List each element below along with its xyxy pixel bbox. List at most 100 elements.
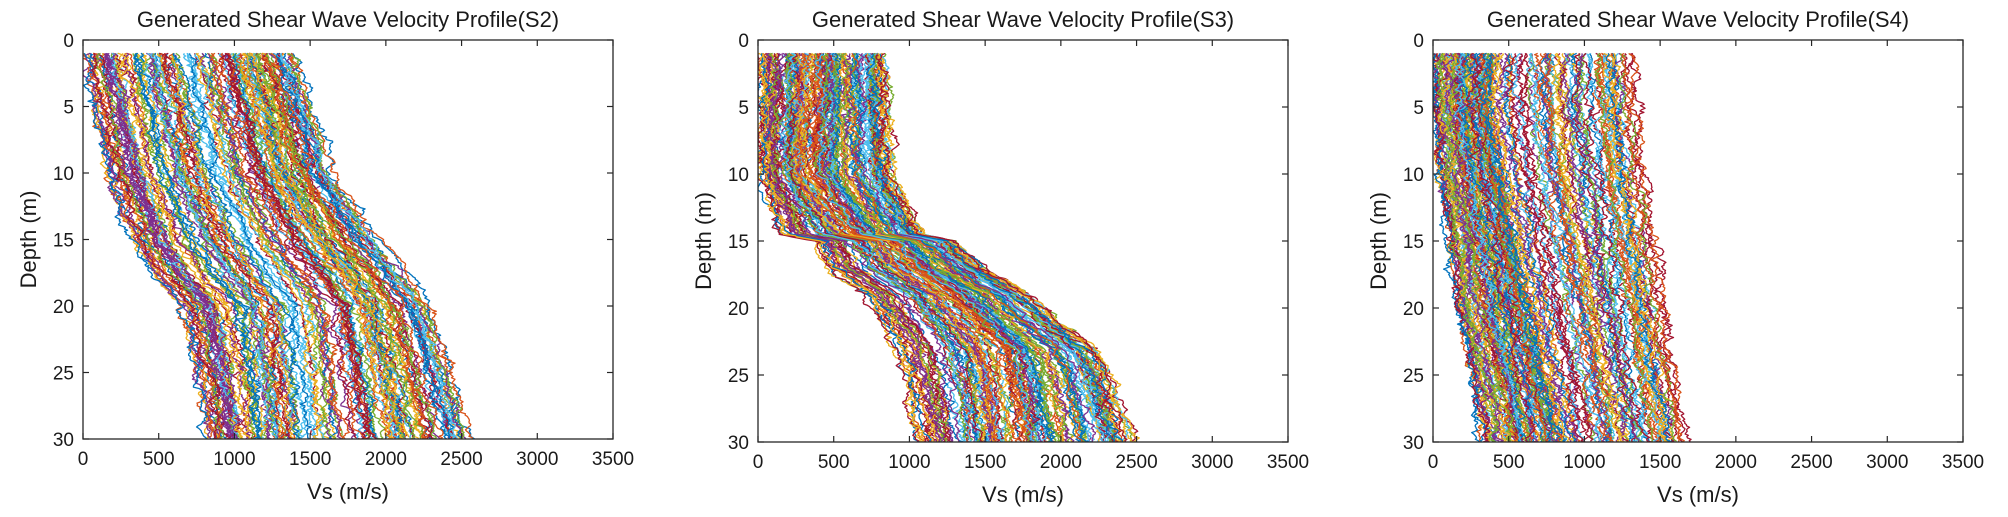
profile-line: [270, 52, 444, 439]
profile-line: [1571, 53, 1637, 442]
y-tick-label: 0: [1413, 31, 1424, 52]
y-tick-label: 5: [63, 98, 74, 119]
y-tick-label: 30: [1403, 433, 1424, 454]
profile-line: [1539, 52, 1612, 442]
x-tick-label: 1000: [1563, 452, 1605, 473]
profile-line: [830, 52, 1056, 442]
profile-line: [1437, 52, 1504, 442]
profile-line: [286, 52, 467, 439]
profile-line: [91, 52, 217, 439]
profile-line: [160, 52, 291, 439]
y-tick-label: 30: [728, 433, 749, 454]
profile-line: [105, 53, 234, 439]
x-tick-label: 0: [1428, 452, 1439, 473]
profile-line: [1594, 52, 1656, 442]
profile-line: [800, 53, 1014, 442]
x-tick-label: 2000: [1040, 452, 1082, 473]
y-tick-label: 20: [53, 297, 74, 318]
profile-line: [1605, 52, 1669, 442]
profile-line: [261, 53, 429, 439]
x-tick-label: 1500: [1639, 452, 1681, 473]
profile-line: [152, 52, 279, 439]
y-tick-label: 0: [63, 31, 74, 52]
profile-line: [1452, 52, 1520, 442]
profile-line: [759, 52, 932, 442]
profile-line: [1612, 52, 1675, 442]
y-tick-label: 10: [53, 164, 74, 185]
x-tick-label: 500: [1493, 452, 1525, 473]
profile-line: [1478, 52, 1555, 442]
profile-line: [1544, 52, 1614, 442]
profile-line: [1602, 52, 1667, 442]
profile-line: [1537, 52, 1613, 442]
profile-line: [1550, 52, 1623, 442]
x-tick-label: 1500: [289, 449, 331, 470]
profile-line: [134, 52, 258, 439]
profile-line: [204, 52, 339, 439]
profile-line: [111, 52, 239, 439]
y-tick-label: 25: [53, 364, 74, 385]
x-tick-label: 2500: [1115, 452, 1157, 473]
profile-line: [1465, 52, 1536, 442]
x-tick-label: 500: [143, 449, 175, 470]
profile-line: [1453, 52, 1523, 442]
profile-line: [234, 52, 398, 439]
profile-line: [1441, 53, 1512, 442]
y-tick-label: 15: [1403, 232, 1424, 253]
profile-line: [1487, 53, 1570, 442]
profile-line: [276, 52, 455, 439]
profile-line: [173, 53, 300, 439]
profile-line: [777, 52, 973, 442]
x-tick-label: 3500: [592, 449, 634, 470]
profile-line: [781, 52, 974, 442]
profile-line: [242, 52, 393, 439]
profile-line: [133, 52, 261, 439]
profile-line: [210, 52, 350, 439]
profile-line: [288, 52, 474, 439]
profile-line: [195, 52, 324, 439]
profile-line: [235, 53, 392, 439]
chart-title: Generated Shear Wave Velocity Profile(S3…: [812, 7, 1234, 32]
profile-line: [794, 52, 1000, 442]
profile-line: [1553, 53, 1625, 442]
profile-line: [1554, 52, 1629, 442]
profile-line: [865, 53, 1116, 442]
profile-line: [1628, 52, 1685, 442]
x-tick-label: 1000: [888, 452, 930, 473]
x-tick-label: 3500: [1267, 452, 1309, 473]
x-tick-label: 2500: [440, 449, 482, 470]
x-tick-label: 0: [78, 449, 89, 470]
x-tick-label: 0: [753, 452, 764, 473]
profile-line: [1604, 53, 1671, 442]
y-tick-label: 5: [1413, 98, 1424, 119]
x-tick-label: 2500: [1790, 452, 1832, 473]
profile-line: [794, 52, 1015, 442]
chart-panel-s3: 0 500 1000 1500 2000 2500 3000 3500 0 5 10 15 20 25 30…: [691, 7, 1309, 507]
profile-line: [1573, 53, 1640, 442]
x-tick-label: 3500: [1942, 452, 1984, 473]
x-tick-label: 2000: [1715, 452, 1757, 473]
profile-line: [812, 52, 1036, 442]
profile-line: [1433, 53, 1491, 442]
y-tick-label: 25: [728, 366, 749, 387]
y-tick-label: 10: [728, 165, 749, 186]
profile-line: [844, 52, 1084, 442]
profile-line: [172, 52, 301, 439]
y-tick-label: 20: [728, 299, 749, 320]
profile-line: [853, 52, 1097, 442]
profile-line: [787, 53, 981, 442]
profile-line: [133, 52, 262, 439]
profile-line: [292, 52, 476, 439]
profile-line: [1500, 52, 1577, 442]
profile-line: [1443, 53, 1504, 442]
profile-line: [83, 52, 208, 439]
profile-line: [876, 52, 1128, 442]
x-tick-label: 1500: [964, 452, 1006, 473]
profile-line: [792, 52, 999, 442]
x-tick-label: 1000: [213, 449, 255, 470]
profile-line: [1446, 52, 1515, 442]
x-tick-label: 2000: [365, 449, 407, 470]
profile-line: [1460, 52, 1526, 442]
chart-title: Generated Shear Wave Velocity Profile(S2…: [137, 7, 559, 32]
